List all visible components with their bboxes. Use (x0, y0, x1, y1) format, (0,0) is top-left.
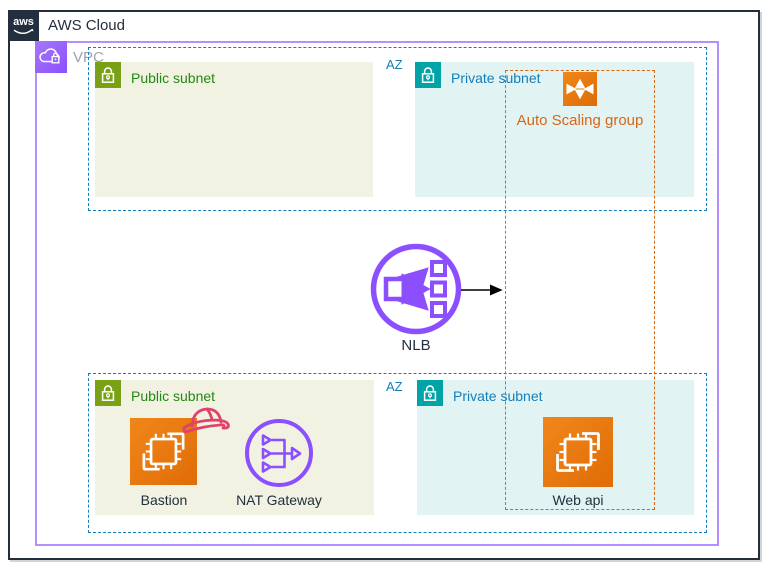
bastion-label: Bastion (140, 492, 188, 508)
private-subnet-lock-icon (415, 62, 441, 88)
nat-gateway-label: NAT Gateway (236, 492, 322, 508)
vpc-icon[interactable] (35, 41, 67, 73)
auto-scaling-group-label: Auto Scaling group (516, 112, 644, 129)
web-api-icon[interactable] (543, 417, 613, 487)
public-subnet-lock-icon (95, 62, 121, 88)
public-subnet-top: Public subnet (95, 62, 373, 197)
aws-cloud-label: AWS Cloud (48, 17, 125, 34)
bastion-icon[interactable] (130, 418, 197, 485)
az-label: AZ (386, 379, 403, 394)
red-hat-doodle-icon (180, 399, 234, 441)
web-api-label: Web api (552, 492, 604, 508)
nlb-icon[interactable] (368, 241, 464, 337)
az-container-bottom: AZ (88, 373, 707, 533)
public-subnet-label: Public subnet (131, 388, 216, 404)
auto-scaling-group-icon[interactable] (563, 72, 597, 106)
public-subnet-label: Public subnet (131, 70, 216, 86)
vpc-container: VPC (35, 41, 719, 546)
auto-scaling-group-container: Auto Scaling group (505, 70, 655, 510)
az-label: AZ (386, 57, 403, 72)
nlb-to-asg-arrow (459, 280, 509, 300)
az-container-top: AZ (88, 47, 707, 211)
public-subnet-lock-icon (95, 380, 121, 406)
private-subnet-top: Private subnet (415, 62, 694, 197)
aws-logo-icon: aws (8, 10, 39, 41)
private-subnet-lock-icon (417, 380, 443, 406)
aws-logo-text: aws (13, 16, 34, 28)
nat-gateway-icon[interactable] (244, 418, 314, 488)
private-subnet-label: Private subnet (453, 388, 543, 404)
nlb-label: NLB (401, 337, 431, 354)
private-subnet-label: Private subnet (451, 70, 541, 86)
